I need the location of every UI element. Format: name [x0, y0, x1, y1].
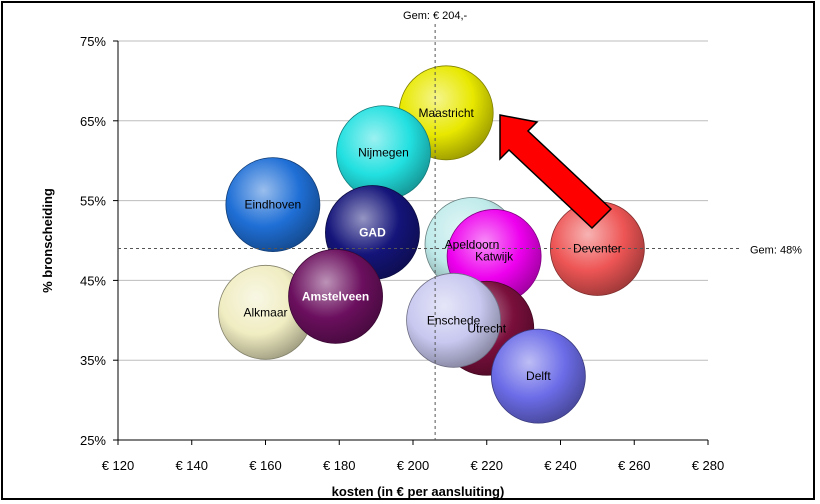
reference-lines: [118, 24, 742, 440]
x-axis-title: kosten (in € per aansluiting): [332, 484, 505, 499]
bubble-label-amstelveen: Amstelveen: [302, 289, 369, 303]
y-tick-label: 45%: [80, 273, 106, 288]
x-tick-label: € 220: [470, 458, 503, 473]
bubble-label-nijmegen: Nijmegen: [358, 146, 409, 160]
bubble-enschede: [406, 272, 501, 368]
bubble-label-katwijk: Katwijk: [475, 249, 514, 263]
x-tick-label: € 200: [397, 458, 430, 473]
x-tick-label: € 180: [323, 458, 356, 473]
y-axis-title: % bronscheiding: [40, 188, 55, 293]
bubble-eindhoven: [225, 157, 321, 252]
x-tick-label: € 120: [102, 458, 135, 473]
bubble-label-utrecht: Utrecht: [467, 321, 506, 335]
red-arrow-annotation: [499, 114, 613, 230]
x-tick-label: € 240: [544, 458, 577, 473]
y-tick-label: 75%: [80, 34, 106, 49]
y-tick-label: 35%: [80, 353, 106, 368]
x-tick-label: € 260: [618, 458, 651, 473]
average-cost-label: Gem: € 204,-: [403, 10, 468, 22]
bubble-label-enschede: Enschede: [427, 313, 481, 327]
bubble-label-eindhoven: Eindhoven: [245, 198, 302, 212]
x-tick-label: € 140: [175, 458, 208, 473]
labels: 25% 35% 45% 55% 65% 75% € 120 € 140 € 160 € 180 € …: [40, 10, 802, 499]
y-tick-label: 55%: [80, 194, 106, 209]
y-tick-label: 65%: [80, 114, 106, 129]
bubble-delft: [490, 328, 586, 424]
x-tick-label: € 160: [249, 458, 282, 473]
bubble-label-apeldoorn: Apeldoorn: [445, 237, 500, 251]
average-percentage-label: Gem: 48%: [750, 244, 802, 256]
axes: [113, 40, 709, 445]
bubble-label-maastricht: Maastricht: [419, 106, 475, 120]
x-tick-label: € 280: [692, 458, 725, 473]
bubbles: [218, 65, 645, 424]
bubble-label-deventer: Deventer: [573, 241, 622, 255]
bubble-label-delft: Delft: [526, 369, 551, 383]
bubble-label-gad: GAD: [359, 226, 386, 240]
bubble-amstelveen: [288, 248, 383, 344]
y-tick-label: 25%: [80, 433, 106, 448]
bubble-label-alkmaar: Alkmaar: [243, 305, 287, 319]
